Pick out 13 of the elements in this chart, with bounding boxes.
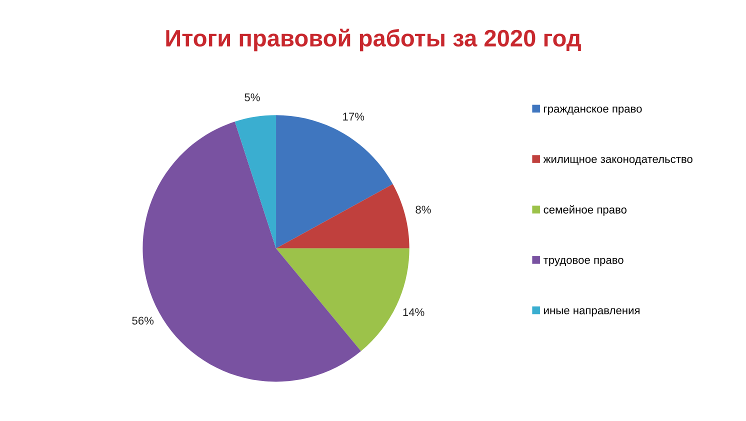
chart-title: Итоги правовой работы за 2020 год <box>166 28 581 52</box>
data-label: 5% <box>244 93 260 102</box>
data-label: 8% <box>416 206 431 214</box>
legend-label: гражданское право <box>544 106 642 115</box>
data-label: 17% <box>343 112 364 121</box>
data-label: 14% <box>403 308 424 316</box>
legend-label: жилищное законодательство <box>543 156 692 166</box>
pie-slice <box>276 184 410 248</box>
legend-label: иные направления <box>544 308 640 316</box>
pie-slice <box>234 115 276 248</box>
legend-label: трудовое право <box>544 258 624 266</box>
data-label: 56% <box>132 316 154 325</box>
legend-label: семейное право <box>544 205 627 216</box>
